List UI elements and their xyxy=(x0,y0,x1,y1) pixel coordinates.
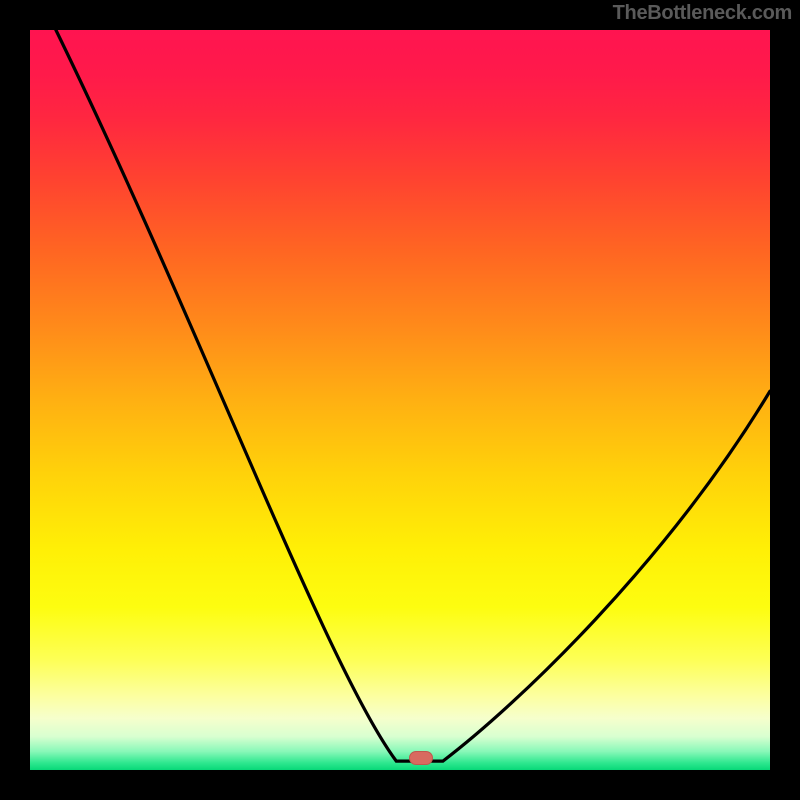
watermark-text: TheBottleneck.com xyxy=(613,2,792,25)
optimal-point-marker xyxy=(409,751,433,765)
chart-container: TheBottleneck.com xyxy=(0,0,800,800)
plot-background xyxy=(30,30,770,770)
plot-area xyxy=(30,30,770,770)
